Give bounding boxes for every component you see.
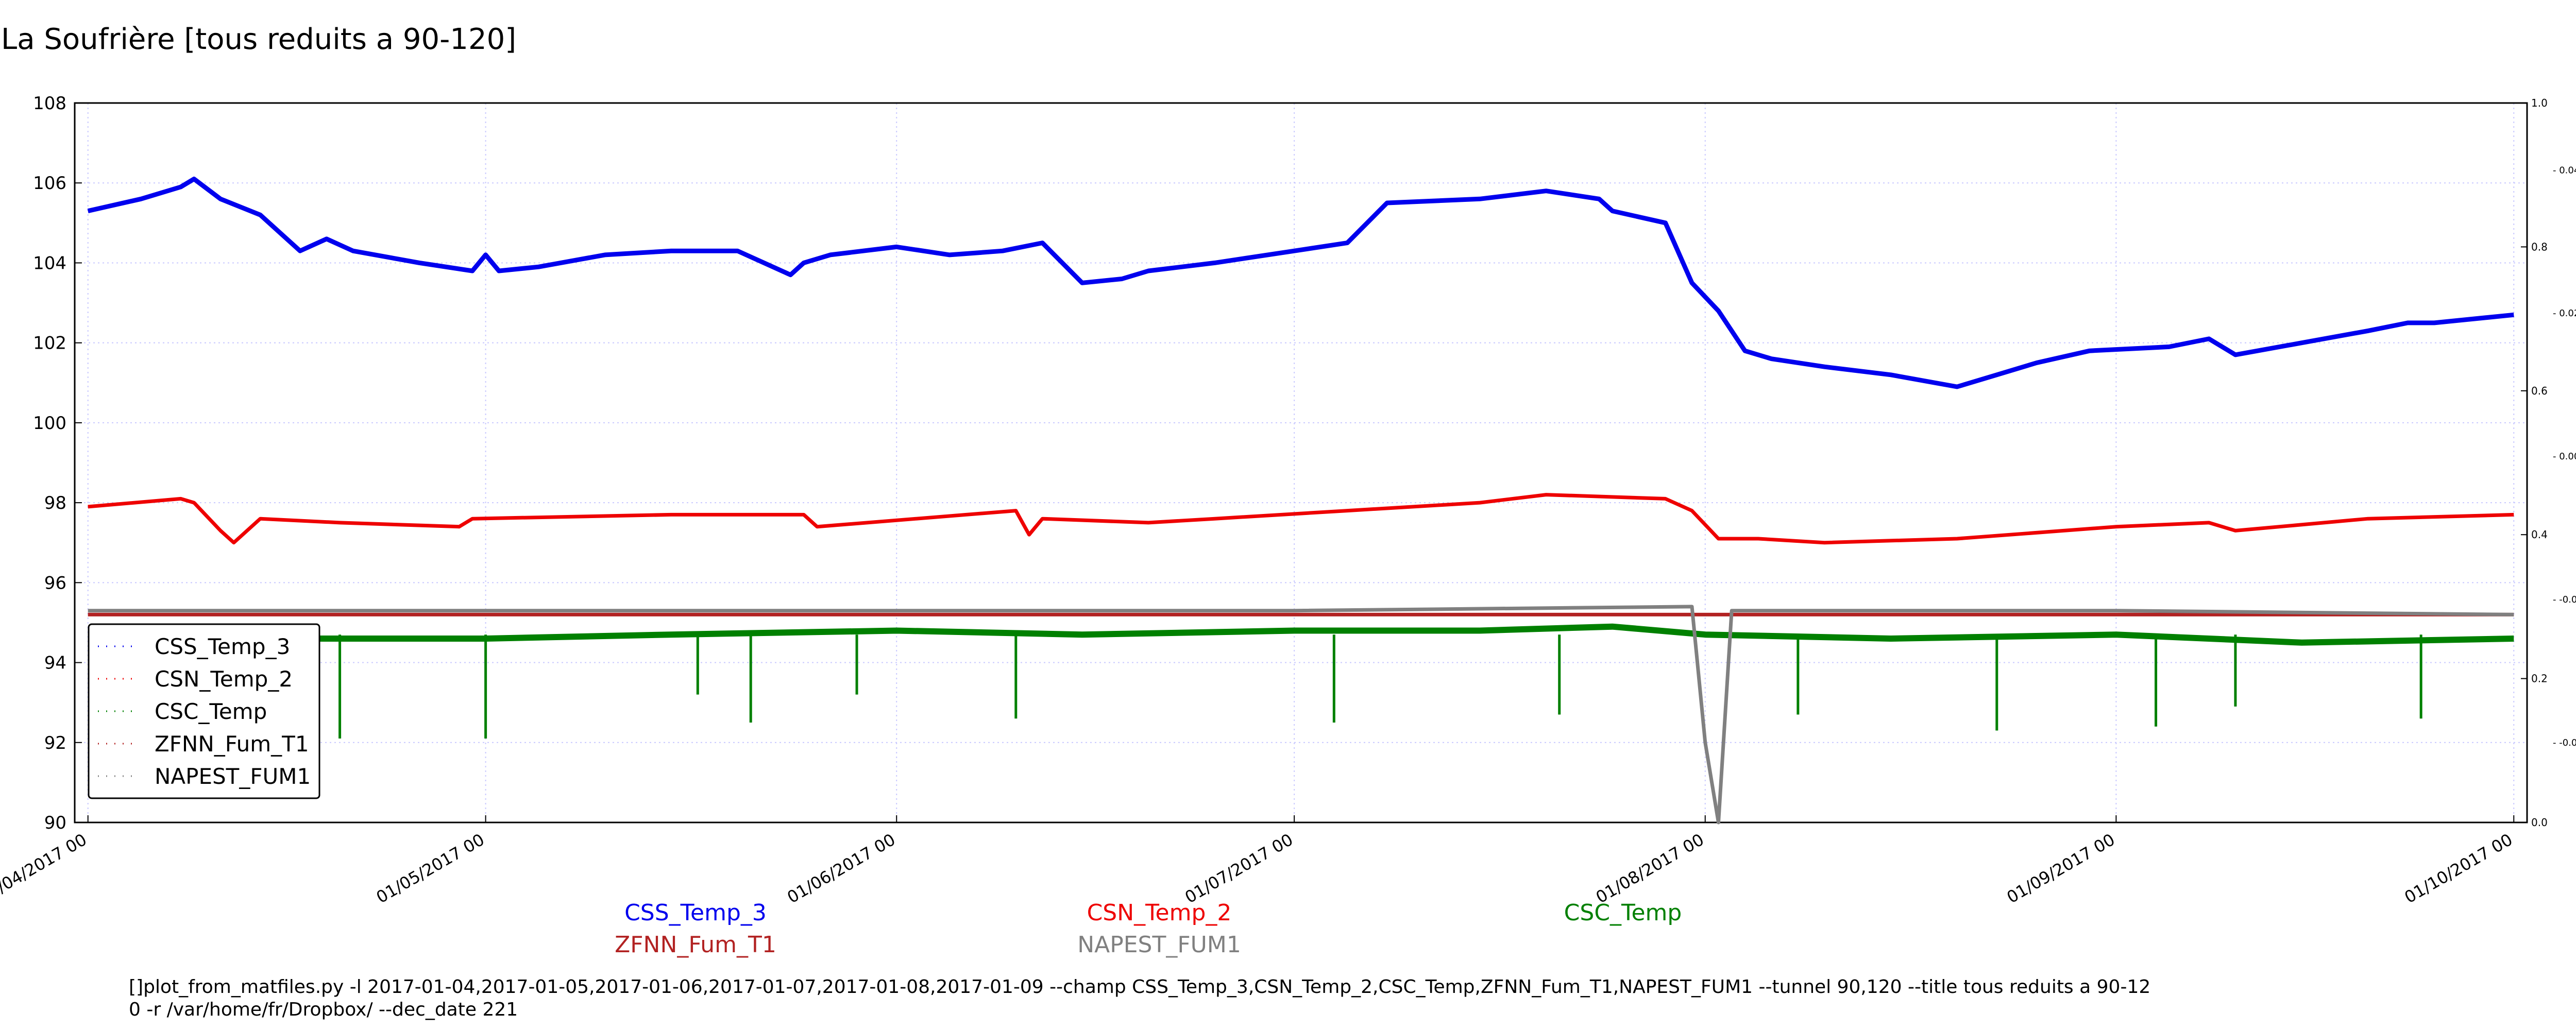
x-tick-label: 01/04/2017 00 [0,830,90,907]
legend-entry: CSC_Temp [155,699,267,724]
right-inner-tick-label: - 0.02 [2553,308,2576,319]
series-napest-fum1 [88,605,2514,825]
legend-box [88,623,320,799]
series-label: ZFNN_Fum_T1 [615,932,776,958]
y-tick-label: 98 [44,493,66,513]
caption-line-1: []plot_from_matfiles.py -l 2017-01-04,20… [129,976,2151,998]
legend-entry: NAPEST_FUM1 [155,764,311,789]
x-tick-label: 01/10/2017 00 [2401,830,2516,907]
series-label: CSC_Temp [1564,900,1682,926]
right-inner-tick-label: - -0.04 [2553,737,2576,748]
x-tick-label: 01/05/2017 00 [373,830,488,907]
plot-frame [74,102,2528,823]
right-inner-tick-label: - 0.00 [2553,451,2576,462]
x-tick-label: 01/08/2017 00 [1592,830,1707,907]
series-label: CSN_Temp_2 [1087,900,1232,926]
legend-entry: CSN_Temp_2 [155,666,293,692]
x-tick-label: 01/07/2017 00 [1181,830,1296,907]
right-tick-label: 0.2 [2531,673,2548,685]
caption-line-2: 0 -r /var/home/fr/Dropbox/ --dec_date 22… [129,999,518,1020]
y-tick-label: 104 [33,253,66,273]
y-tick-label: 108 [33,93,66,114]
right-tick-label: 0.8 [2531,241,2548,253]
series-csn-temp-2 [88,493,2514,545]
chart-title: La Soufrière [tous reduits a 90-120] [1,23,517,56]
right-tick-label: 0.4 [2531,528,2548,541]
right-tick-label: 1.0 [2531,97,2548,109]
right-inner-tick-label: - -0.02 [2553,594,2576,605]
y-tick-label: 90 [44,813,66,833]
y-tick-label: 92 [44,733,66,753]
series-css-temp-3 [87,177,2514,389]
series-label: NAPEST_FUM1 [1077,932,1241,958]
x-tick-label: 01/06/2017 00 [784,830,899,907]
y-tick-label: 102 [33,333,66,354]
right-tick-label: 0.0 [2531,816,2548,829]
y-tick-label: 96 [44,573,66,593]
right-tick-label: 0.6 [2531,385,2548,397]
y-tick-label: 106 [33,173,66,194]
y-tick-label: 94 [44,653,66,674]
y-tick-label: 100 [33,413,66,434]
series-label: CSS_Temp_3 [624,900,767,926]
command-caption: []plot_from_matfiles.py -l 2017-01-04,20… [129,976,2150,1021]
series-csc-temp [88,623,2514,646]
x-tick-label: 01/09/2017 00 [2004,830,2119,907]
legend-entry: CSS_Temp_3 [155,634,290,659]
legend-entry: ZFNN_Fum_T1 [155,731,309,757]
right-inner-tick-label: - 0.04 [2553,165,2576,176]
